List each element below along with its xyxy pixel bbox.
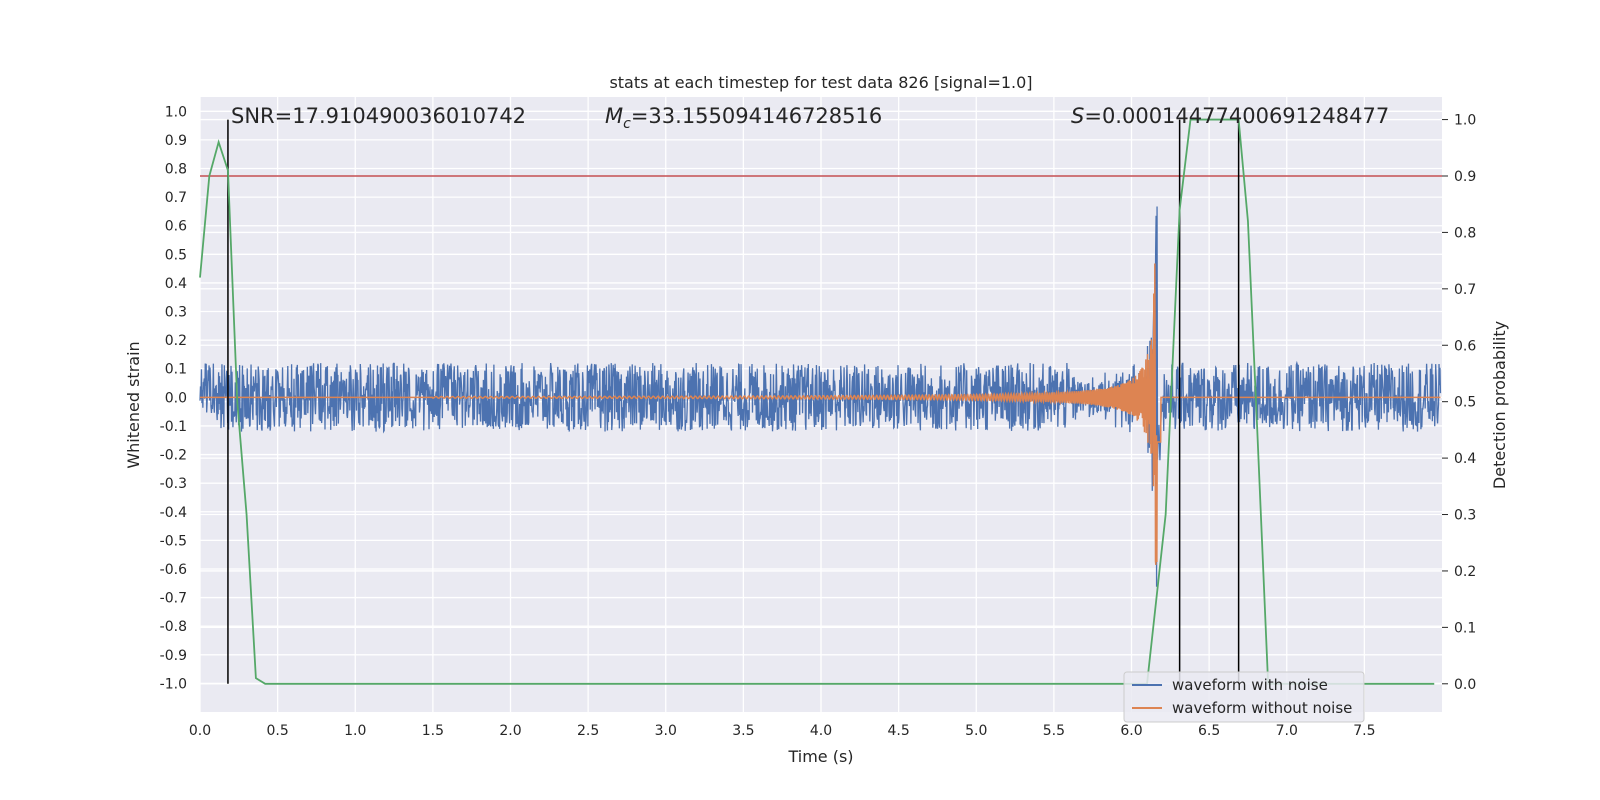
series-waveform-with-noise — [199, 206, 1442, 587]
y-tick-label: 1.0 — [165, 104, 187, 120]
legend-box — [1123, 671, 1365, 723]
y-right-tick-label: 0.6 — [1454, 338, 1476, 354]
detection-probability-line — [199, 118, 1435, 685]
snr-annotation: SNR=17.910490036010742 — [231, 104, 526, 128]
x-tick-label: 6.5 — [1198, 723, 1220, 739]
y-right-tick-label: 0.3 — [1454, 508, 1476, 524]
clean-waveform-line — [200, 263, 1441, 565]
y-tick-label: -0.9 — [160, 648, 187, 664]
legend-label-clean: waveform without noise — [1172, 699, 1352, 717]
series-waveform-without-noise — [200, 263, 1441, 565]
noisy-waveform-line — [199, 206, 1442, 587]
axes: 0.0 0.5 1.0 1.5 2.0 2.5 3.0 3.5 4.0 4.5 5.0 5.5 6.0 6… — [160, 104, 1477, 739]
y-tick-label: -0.2 — [160, 448, 187, 464]
x-tick-label: 0.5 — [266, 723, 288, 739]
legend: waveform with noise waveform without noi… — [1123, 671, 1365, 723]
y-right-tick-label: 0.5 — [1454, 395, 1476, 411]
y-tick-label: -1.0 — [160, 676, 187, 692]
x-tick-label: 4.0 — [810, 723, 832, 739]
y-tick-label: -0.7 — [160, 591, 187, 607]
x-tick-label: 5.0 — [965, 723, 987, 739]
x-tick-label: 6.0 — [1120, 723, 1142, 739]
mc-subscript: c — [623, 116, 631, 132]
y-tick-label: 0.3 — [165, 305, 187, 321]
y-tick-label: 0.9 — [165, 133, 187, 149]
y-right-tick-label: 0.7 — [1454, 282, 1476, 298]
s-value: =0.00014477400691248477 — [1084, 104, 1389, 128]
chart-title: stats at each timestep for test data 826… — [609, 73, 1032, 92]
y-tick-label: -0.1 — [160, 419, 187, 435]
x-tick-label: 3.0 — [655, 723, 677, 739]
x-tick-label: 4.5 — [887, 723, 909, 739]
y-tick-label: -0.8 — [160, 619, 187, 635]
y-right-tick-label: 0.2 — [1454, 564, 1476, 580]
s-symbol: S — [1071, 104, 1084, 128]
y-tick-label: -0.6 — [160, 562, 187, 578]
y-axis-label: Whitened strain — [124, 341, 143, 468]
chirp-mass-annotation: Mc=33.155094146728516 — [605, 104, 882, 132]
x-tick-label: 3.5 — [732, 723, 754, 739]
mc-value: =33.155094146728516 — [631, 104, 882, 128]
series-detection-probability — [199, 118, 1435, 685]
y-right-tick-label: 0.9 — [1454, 169, 1476, 185]
y-tick-label: 0.7 — [165, 190, 187, 206]
x-tick-label: 1.0 — [344, 723, 366, 739]
mc-symbol: M — [605, 104, 623, 128]
y-tick-label: -0.3 — [160, 476, 187, 492]
x-tick-label: 7.5 — [1353, 723, 1375, 739]
y-tick-label: 0.2 — [165, 333, 187, 349]
x-tick-label: 1.5 — [422, 723, 444, 739]
y-right-axis-label: Detection probability — [1490, 321, 1509, 489]
y-right-tick-label: 0.1 — [1454, 620, 1476, 636]
x-tick-label: 0.0 — [189, 723, 211, 739]
y-tick-label: 0.5 — [165, 247, 187, 263]
x-tick-label: 7.0 — [1276, 723, 1298, 739]
y-right-tick-label: 0.8 — [1454, 225, 1476, 241]
x-axis-label: Time (s) — [787, 747, 853, 766]
x-tick-label: 2.0 — [499, 723, 521, 739]
y-tick-label: 0.8 — [165, 162, 187, 178]
s-annotation: S=0.00014477400691248477 — [1071, 104, 1389, 128]
y-right-tick-label: 1.0 — [1454, 113, 1476, 129]
x-tick-label: 5.5 — [1043, 723, 1065, 739]
y-tick-label: 0.6 — [165, 219, 187, 235]
y-tick-label: 0.0 — [165, 390, 187, 406]
y-right-tick-label: 0.4 — [1454, 451, 1476, 467]
y-tick-label: 0.1 — [165, 362, 187, 378]
y-tick-label: -0.5 — [160, 533, 187, 549]
y-tick-label: 0.4 — [165, 276, 187, 292]
y-tick-label: -0.4 — [160, 505, 187, 521]
x-tick-label: 2.5 — [577, 723, 599, 739]
y-right-tick-label: 0.0 — [1454, 677, 1476, 693]
legend-label-noise: waveform with noise — [1172, 676, 1328, 694]
